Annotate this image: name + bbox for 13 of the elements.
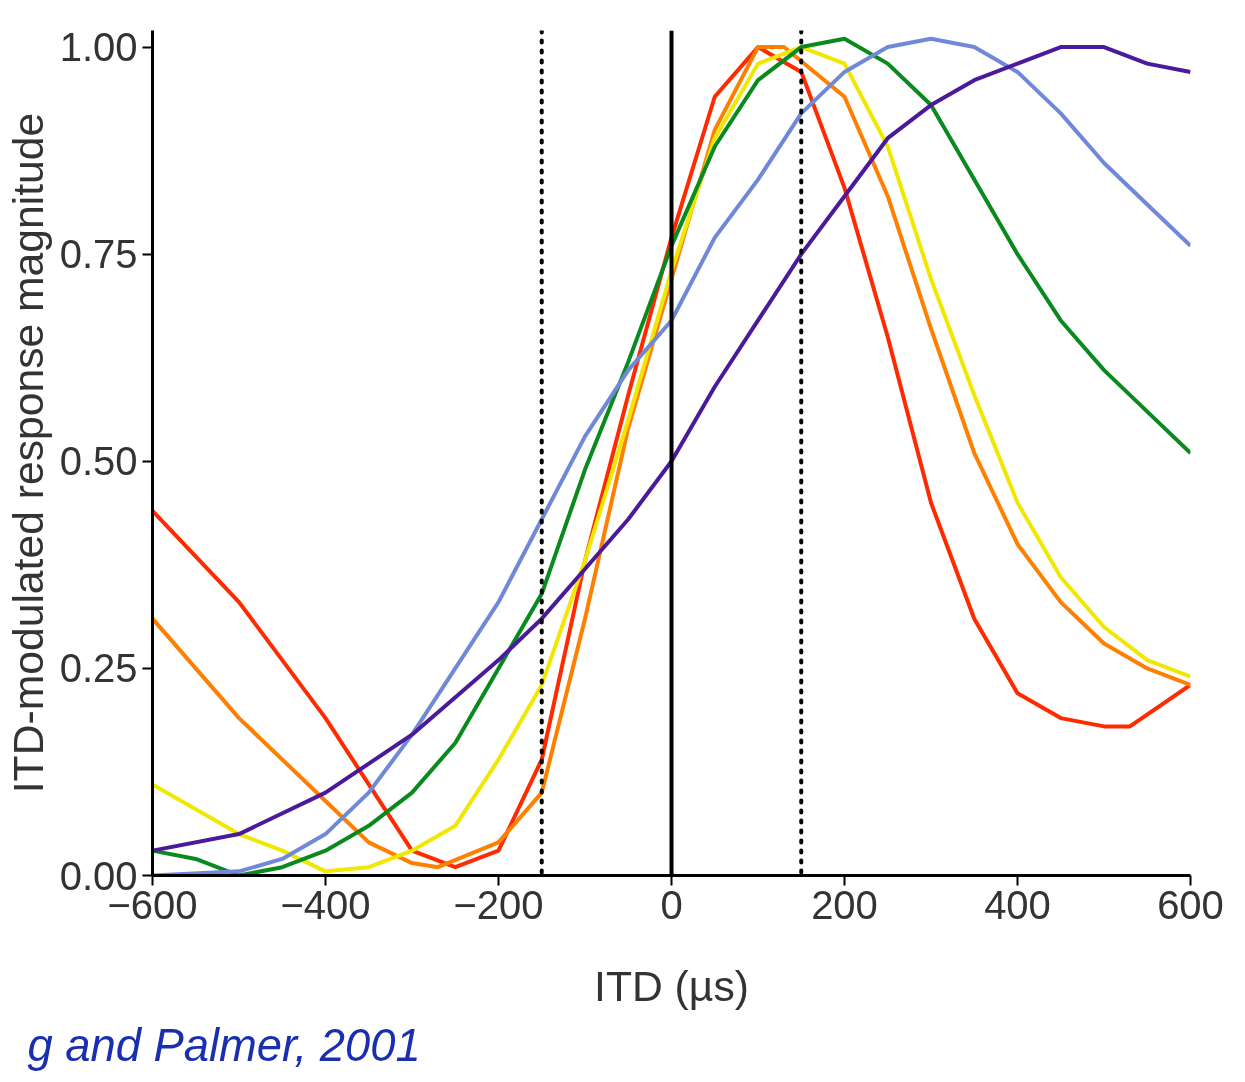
y-tick-label: 0.75 — [59, 232, 138, 277]
text: g and Palmer, 2001 — [27, 1019, 421, 1071]
x-tick-label: 0 — [660, 882, 683, 927]
x-tick-label: −200 — [453, 882, 544, 927]
x-axis-title: ITD (µs) — [594, 961, 749, 1010]
x-tick-label: 400 — [984, 882, 1051, 927]
y-tick-label: 0.25 — [59, 646, 138, 691]
y-tick-label: 1.00 — [59, 25, 138, 70]
x-tick-label: 200 — [811, 882, 878, 927]
x-tick-label: −400 — [280, 882, 371, 927]
x-tick-label: 600 — [1157, 882, 1224, 927]
y-tick-label: 0.50 — [59, 439, 138, 484]
y-axis-title: ITD-modulated response magnitude — [3, 112, 52, 794]
